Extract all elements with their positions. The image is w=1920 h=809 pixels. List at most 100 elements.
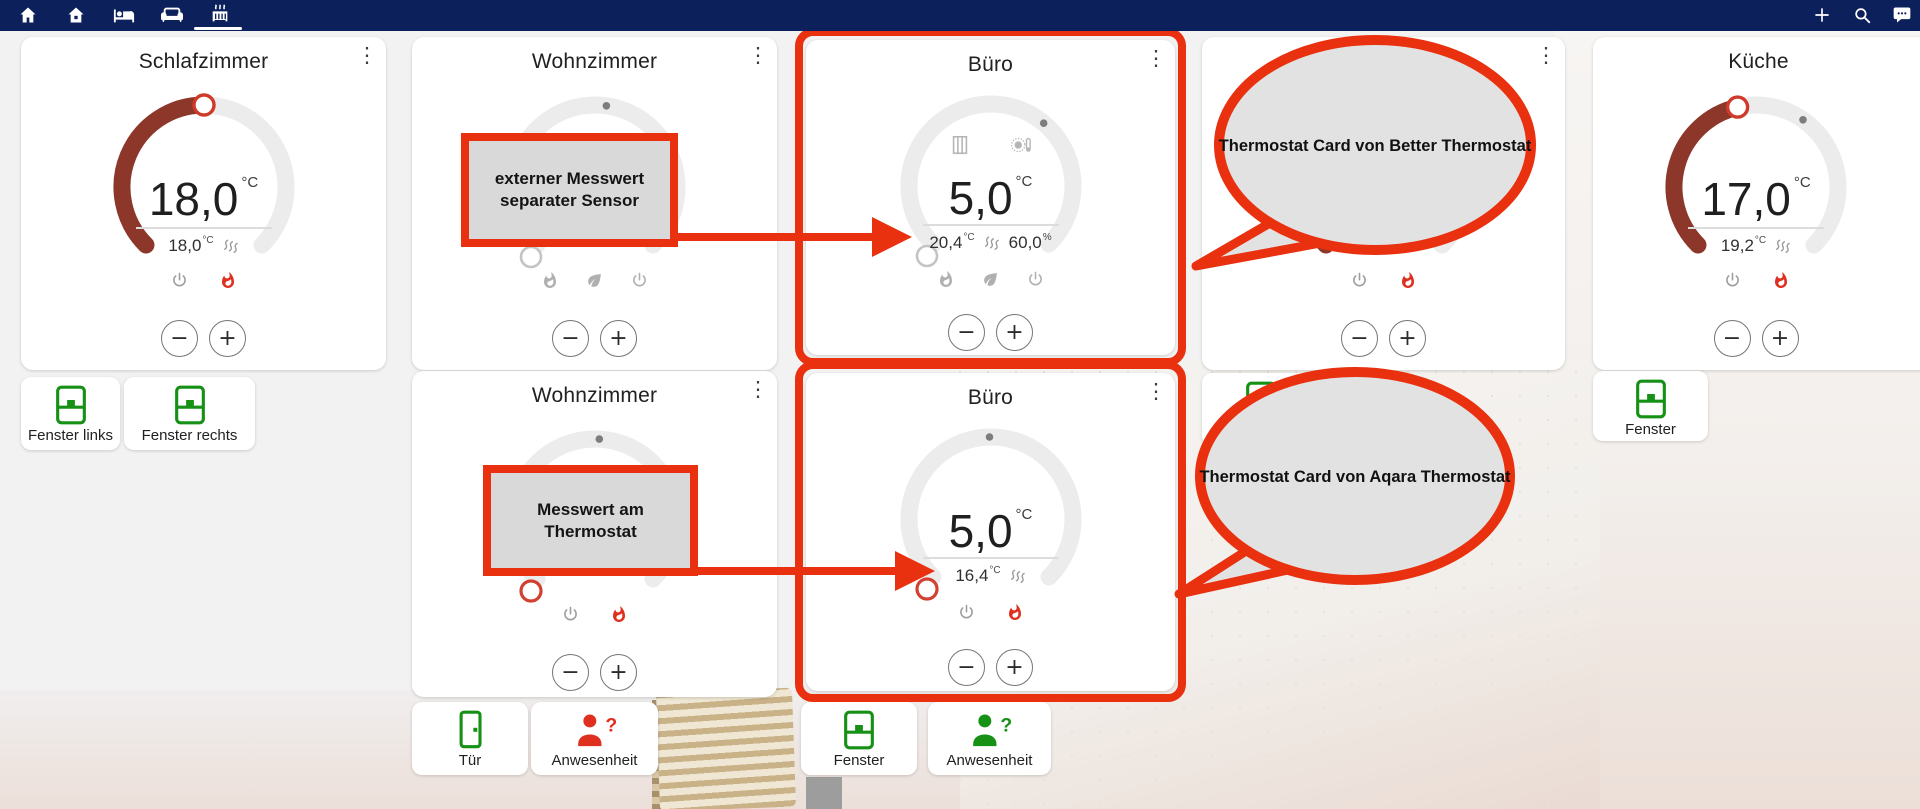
dial-handle[interactable] [915, 244, 938, 268]
temperature-stepper: − + [806, 314, 1175, 351]
increase-button[interactable]: + [209, 320, 246, 357]
decrease-button[interactable]: − [552, 654, 589, 691]
door-chip-tuer[interactable]: Tür [412, 702, 528, 775]
increase-button[interactable]: + [1389, 320, 1426, 357]
target-temperature: 18,0 °C [148, 173, 259, 225]
increase-button[interactable]: + [600, 320, 637, 357]
assist-button[interactable] [1889, 3, 1915, 27]
temperature-unit: °C [1793, 174, 1811, 191]
temperature-unit: °C [1015, 506, 1033, 523]
current-temperature-row: 18,0°C [21, 235, 386, 256]
decrease-button[interactable]: − [1341, 320, 1378, 357]
bed-icon [113, 9, 135, 23]
kebab-menu-icon[interactable]: ⋮ [356, 44, 378, 67]
hvac-mode-row [21, 271, 386, 290]
dial-handle[interactable] [914, 577, 939, 601]
card-title: Schlafzimmer [138, 50, 269, 73]
background-object [806, 777, 842, 809]
temperature-stepper: − + [806, 649, 1175, 686]
dial-handle[interactable] [191, 93, 216, 117]
current-temperature-row: 19,2°C [1593, 235, 1919, 256]
plus-icon [1815, 8, 1829, 22]
dial-track [900, 95, 1081, 253]
search-button[interactable] [1849, 3, 1875, 27]
decrease-button[interactable]: − [948, 649, 985, 686]
increase-button[interactable]: + [996, 314, 1033, 351]
fire-icon[interactable] [1006, 603, 1024, 622]
tab-bedroom[interactable] [111, 3, 137, 27]
search-icon [1854, 7, 1870, 23]
tab-home-variant[interactable] [63, 3, 89, 27]
dial-heating-arc [113, 96, 212, 254]
fire-icon[interactable] [937, 270, 955, 289]
presence-chip-anwesenheit-green[interactable]: ? Anwesenheit [928, 702, 1051, 775]
decrease-button[interactable]: − [1713, 320, 1751, 357]
hvac-mode-row [806, 270, 1175, 289]
hvac-mode-row [412, 271, 777, 290]
dial-handle[interactable] [519, 245, 542, 269]
temperature-dial[interactable] [97, 80, 311, 294]
current-temperature-row: 16,4°C [806, 565, 1175, 586]
power-icon[interactable] [1026, 270, 1045, 289]
temperature-stepper: − + [1202, 320, 1565, 357]
kebab-menu-icon[interactable]: ⋮ [747, 44, 769, 67]
kebab-menu-icon[interactable]: ⋮ [747, 378, 769, 401]
annotation-box-external-sensor: externer Messwert separater Sensor [461, 133, 678, 247]
dial-divider [922, 224, 1059, 226]
card-title: Büro [967, 386, 1014, 409]
power-icon[interactable] [1350, 271, 1369, 290]
window-chip-fenster-buero[interactable]: Fenster [801, 702, 917, 775]
window-chip-fenster-kueche[interactable]: Fenster [1593, 371, 1708, 441]
window-icon [55, 385, 86, 425]
temperature-dial[interactable] [884, 412, 1098, 626]
tab-livingroom[interactable] [159, 3, 185, 27]
leaf-icon[interactable] [585, 271, 604, 290]
temperature-dial[interactable] [1649, 80, 1863, 294]
fire-icon[interactable] [1399, 271, 1417, 290]
heat-wave-icon [1776, 239, 1790, 253]
increase-button[interactable]: + [1761, 320, 1799, 357]
background-gold-rings [655, 687, 797, 809]
temperature-dial[interactable] [884, 79, 1098, 293]
power-icon[interactable] [561, 605, 580, 624]
kebab-menu-icon[interactable]: ⋮ [1145, 47, 1167, 70]
chip-label: Anwesenheit [551, 752, 638, 769]
speech-bubble-better-thermostat: Thermostat Card von Better Thermostat [1191, 35, 1536, 271]
presence-chip-anwesenheit-red[interactable]: ? Anwesenheit [531, 702, 658, 775]
dial-divider [1688, 227, 1824, 229]
hvac-mode-row [1202, 271, 1565, 290]
fire-icon[interactable] [610, 605, 628, 624]
add-button[interactable] [1809, 3, 1835, 27]
window-chip-fenster-links[interactable]: Fenster links [21, 377, 120, 450]
thermostat-card-buero-aqara: Büro ⋮ 5,0 °C 16,4°C − + [806, 373, 1175, 691]
person-question-icon: ? [577, 714, 617, 747]
tab-heating[interactable] [207, 3, 233, 27]
power-icon[interactable] [1723, 271, 1742, 290]
humidity-value: 60,0% [1008, 232, 1052, 252]
power-icon[interactable] [170, 271, 189, 290]
decrease-button[interactable]: − [161, 320, 198, 357]
dial-handle[interactable] [518, 579, 543, 603]
window-chip-fenster-rechts[interactable]: Fenster rechts [124, 377, 255, 450]
annotation-text: Messwert am Thermostat [537, 499, 644, 541]
kebab-menu-icon[interactable]: ⋮ [1145, 380, 1167, 403]
fire-icon[interactable] [541, 271, 559, 290]
increase-button[interactable]: + [600, 654, 637, 691]
decrease-button[interactable]: − [948, 314, 985, 351]
leaf-icon[interactable] [981, 270, 1000, 289]
heat-wave-icon [223, 239, 238, 253]
person-question-icon: ? [972, 714, 1012, 747]
hvac-mode-row [1593, 271, 1919, 290]
target-temperature: 5,0 °C [948, 505, 1033, 557]
dial-handle[interactable] [1725, 95, 1750, 119]
tab-home[interactable] [15, 3, 41, 27]
fire-icon[interactable] [1772, 271, 1790, 290]
power-icon[interactable] [630, 271, 649, 290]
kebab-menu-icon[interactable]: ⋮ [1535, 44, 1557, 67]
power-icon[interactable] [957, 603, 976, 622]
increase-button[interactable]: + [996, 649, 1033, 686]
card-title: Wohnzimmer [531, 384, 658, 407]
fire-icon[interactable] [219, 271, 237, 290]
decrease-button[interactable]: − [552, 320, 589, 357]
chip-label: Tür [458, 752, 482, 769]
